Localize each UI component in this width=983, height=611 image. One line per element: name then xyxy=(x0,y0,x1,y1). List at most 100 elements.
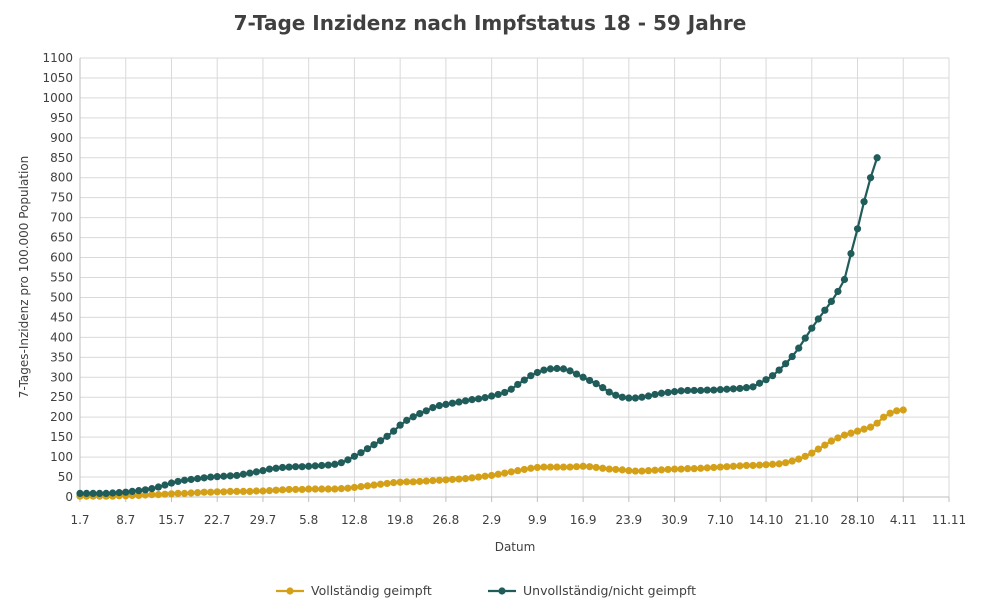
y-tick-label: 650 xyxy=(50,231,73,245)
data-point xyxy=(566,463,574,471)
data-point xyxy=(572,370,581,378)
y-tick-label: 750 xyxy=(50,191,73,205)
data-point xyxy=(187,475,195,484)
y-tick-label: 700 xyxy=(50,211,73,225)
data-point xyxy=(481,394,489,402)
x-axis-ticks: 1.7 8.7 15.7 22.7 29.7 5.8 12.8 19.8 26.8 2.9 9.9 1… xyxy=(70,513,966,527)
data-point xyxy=(540,463,548,471)
y-axis-ticks: 0 50 100 150 200 250 300 350 400 450 500 550 600 650 7… xyxy=(42,51,73,504)
data-point xyxy=(827,437,835,445)
data-point xyxy=(416,477,424,486)
data-point xyxy=(716,386,724,394)
data-point xyxy=(246,487,254,496)
series-layer xyxy=(76,154,907,500)
legend-swatch-marker xyxy=(286,587,294,595)
data-point xyxy=(762,461,770,469)
data-point xyxy=(638,467,646,475)
data-point xyxy=(847,429,855,437)
y-tick-label: 0 xyxy=(65,490,73,504)
data-point xyxy=(226,487,234,496)
data-point xyxy=(429,477,437,485)
data-point xyxy=(194,475,202,483)
data-point xyxy=(618,466,626,474)
x-tick-label: 29.7 xyxy=(250,513,277,527)
data-point xyxy=(795,455,803,463)
data-point xyxy=(422,477,430,485)
data-point xyxy=(298,485,306,494)
data-point xyxy=(501,388,509,397)
series-line xyxy=(80,157,879,495)
data-point xyxy=(625,467,633,475)
data-point xyxy=(651,466,659,474)
data-point xyxy=(716,463,724,471)
y-tick-label: 500 xyxy=(50,290,73,304)
data-point xyxy=(801,452,809,460)
data-point xyxy=(252,487,261,495)
data-point xyxy=(448,399,457,407)
y-tick-label: 350 xyxy=(50,350,73,364)
data-point xyxy=(167,479,176,487)
y-tick-label: 1000 xyxy=(42,91,73,105)
data-point xyxy=(174,477,182,486)
data-point xyxy=(703,464,711,472)
data-point xyxy=(553,463,561,471)
data-point xyxy=(390,479,398,487)
data-point xyxy=(383,479,391,488)
data-point xyxy=(775,460,783,468)
data-point xyxy=(559,365,568,373)
data-point xyxy=(546,463,555,471)
x-tick-label: 26.8 xyxy=(433,513,460,527)
data-point xyxy=(736,462,744,470)
data-point xyxy=(801,334,809,342)
data-point xyxy=(442,476,450,484)
data-point xyxy=(664,388,672,397)
data-point xyxy=(788,457,796,465)
y-tick-label: 200 xyxy=(50,410,73,424)
data-point xyxy=(657,389,666,397)
data-point xyxy=(468,396,476,404)
x-tick-label: 1.7 xyxy=(70,513,89,527)
data-point xyxy=(520,465,528,474)
y-tick-label: 1100 xyxy=(42,51,73,65)
data-point xyxy=(899,406,907,414)
data-point xyxy=(742,384,751,392)
data-point xyxy=(814,315,822,323)
data-point xyxy=(599,464,607,472)
y-tick-label: 1050 xyxy=(42,71,73,85)
y-tick-label: 300 xyxy=(50,370,73,384)
data-point xyxy=(775,366,783,374)
data-point xyxy=(161,490,169,498)
data-point xyxy=(768,372,777,380)
grid-layer xyxy=(79,57,950,502)
x-tick-label: 7.10 xyxy=(707,513,734,527)
data-point xyxy=(579,462,587,470)
data-point xyxy=(886,409,894,417)
legend-item: Unvollständig/nicht geimpft xyxy=(488,583,696,598)
data-point xyxy=(808,324,816,332)
data-point xyxy=(115,489,123,497)
x-tick-label: 14.10 xyxy=(749,513,783,527)
data-point xyxy=(586,463,594,471)
data-point xyxy=(795,344,803,352)
data-point xyxy=(644,467,653,475)
data-point xyxy=(755,461,764,469)
data-point xyxy=(618,393,626,401)
data-point xyxy=(788,352,796,361)
data-point xyxy=(599,384,607,392)
data-point xyxy=(853,225,862,233)
data-point xyxy=(285,463,293,471)
data-point xyxy=(233,471,241,480)
data-point xyxy=(363,445,372,453)
data-point xyxy=(559,463,568,471)
data-point xyxy=(553,364,561,373)
y-tick-label: 400 xyxy=(50,330,73,344)
data-point xyxy=(180,476,189,484)
x-tick-label: 5.8 xyxy=(299,513,318,527)
data-point xyxy=(507,385,515,393)
y-tick-label: 250 xyxy=(50,390,73,404)
data-point xyxy=(755,379,764,387)
data-point xyxy=(782,360,790,368)
data-point xyxy=(213,488,221,496)
data-point xyxy=(697,464,705,472)
data-point xyxy=(866,174,875,182)
